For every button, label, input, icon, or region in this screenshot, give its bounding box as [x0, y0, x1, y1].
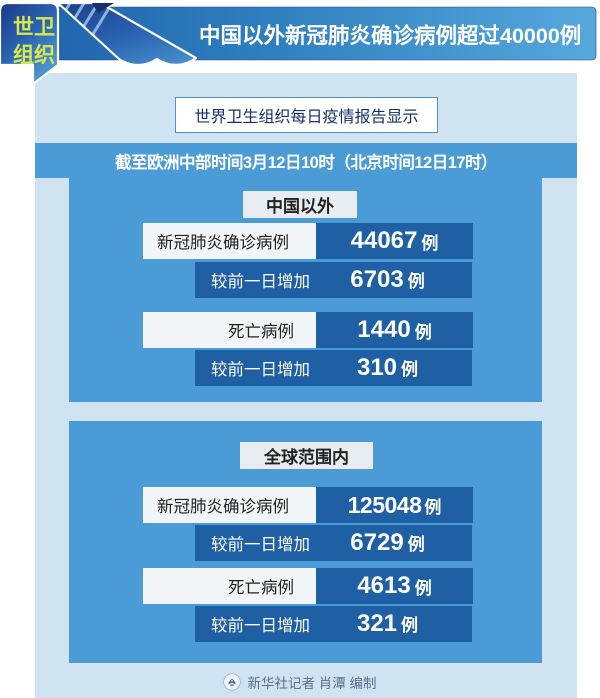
- svg-text:组织: 组织: [13, 43, 55, 67]
- svg-text:世卫: 世卫: [13, 16, 55, 39]
